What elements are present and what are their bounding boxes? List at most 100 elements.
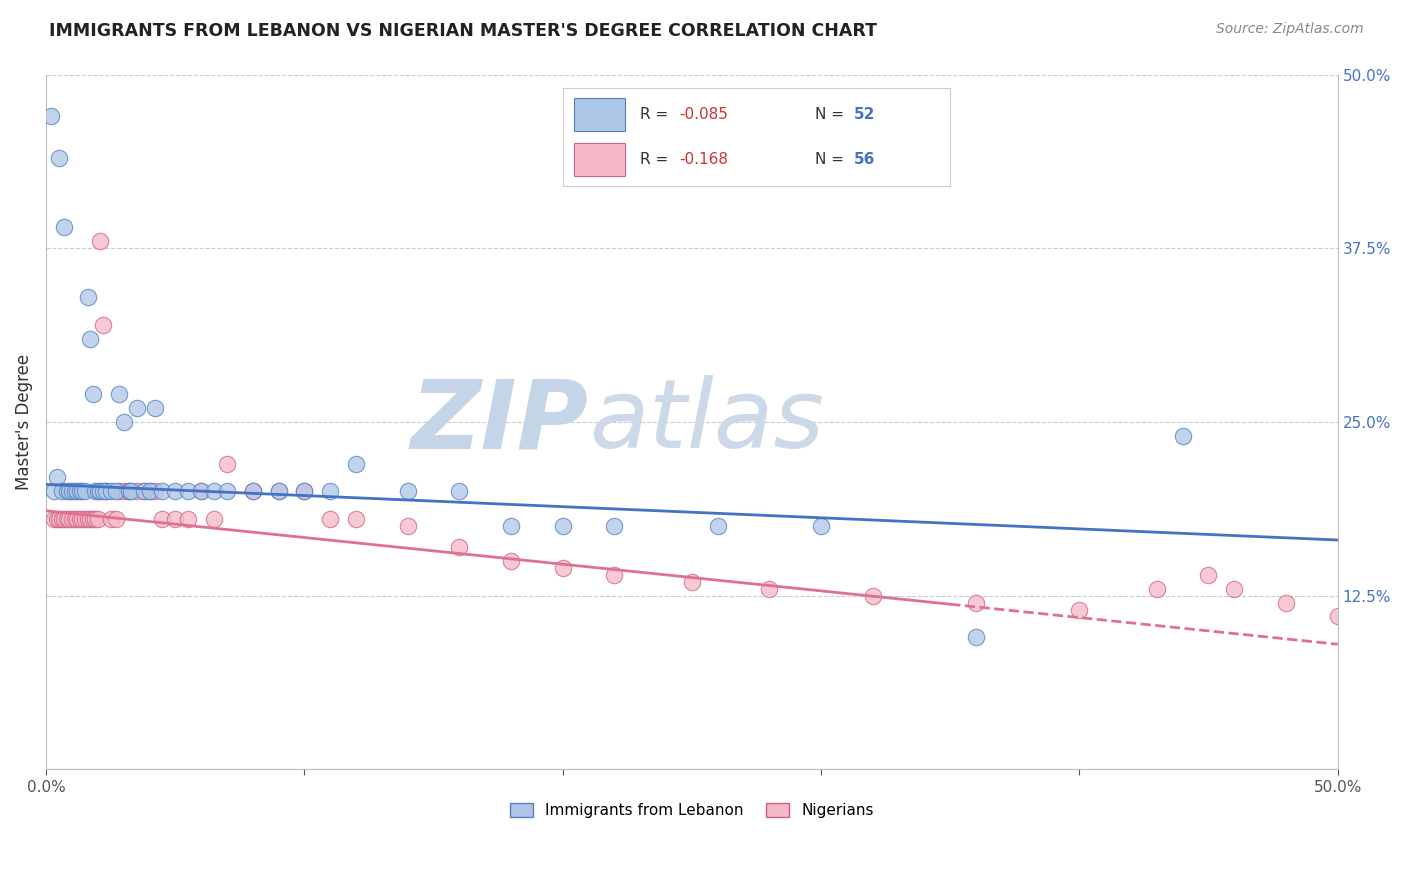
Point [118,484,141,499]
Point [1223,582,1246,596]
Point [190,484,212,499]
Point [45,512,67,526]
Point [87,484,110,499]
Point [143,401,166,415]
Point [449,484,471,499]
Point [152,484,174,499]
Point [177,512,200,526]
Point [79,512,101,526]
Point [143,484,166,499]
Point [449,540,471,554]
Point [190,484,212,499]
Point [104,484,127,499]
Point [94,484,117,499]
Point [66,512,89,526]
Point [112,484,135,499]
Point [42,484,65,499]
Point [60,512,83,526]
Point [60,484,83,499]
Point [73,484,96,499]
Point [396,519,419,533]
Point [84,512,107,526]
Text: IMMIGRANTS FROM LEBANON VS NIGERIAN MASTER'S DEGREE CORRELATION CHART: IMMIGRANTS FROM LEBANON VS NIGERIAN MAST… [49,22,877,40]
Point [82,387,104,401]
Point [344,512,367,526]
Point [125,401,148,415]
Point [42,512,65,526]
Point [72,512,94,526]
Point [100,512,122,526]
Point [202,484,225,499]
Point [63,484,86,499]
Point [501,519,523,533]
Point [72,484,94,499]
Text: Source: ZipAtlas.com: Source: ZipAtlas.com [1216,22,1364,37]
Point [134,484,156,499]
Point [104,512,127,526]
Point [501,554,523,568]
Point [138,484,160,499]
Point [810,519,832,533]
Point [319,512,342,526]
Point [965,630,987,644]
Point [1326,609,1348,624]
Point [965,596,987,610]
Point [134,484,156,499]
Point [58,484,80,499]
Point [45,470,67,484]
Point [51,512,73,526]
Point [125,484,148,499]
Point [152,512,174,526]
Point [91,484,114,499]
Point [1069,602,1091,616]
Point [118,484,141,499]
Point [53,512,76,526]
Point [53,220,76,235]
Point [76,290,98,304]
Legend: Immigrants from Lebanon, Nigerians: Immigrants from Lebanon, Nigerians [503,797,880,824]
Point [79,332,101,346]
Point [706,519,728,533]
Point [603,567,626,582]
Point [63,512,86,526]
Point [120,484,142,499]
Point [267,484,290,499]
Point [89,484,111,499]
Text: atlas: atlas [589,376,824,468]
Point [319,484,342,499]
Y-axis label: Master's Degree: Master's Degree [15,354,32,490]
Point [551,561,574,575]
Point [107,484,129,499]
Point [73,512,96,526]
Point [94,484,117,499]
Point [107,387,129,401]
Point [89,234,111,248]
Point [69,512,91,526]
Point [58,512,80,526]
Point [344,457,367,471]
Point [41,109,63,123]
Point [56,484,79,499]
Text: ZIP: ZIP [411,376,589,468]
Point [215,484,238,499]
Point [100,484,122,499]
Point [242,484,264,499]
Point [294,484,316,499]
Point [1198,567,1220,582]
Point [66,484,89,499]
Point [215,457,238,471]
Point [48,512,70,526]
Point [177,484,200,499]
Point [56,512,79,526]
Point [294,484,316,499]
Point [242,484,264,499]
Point [76,512,98,526]
Point [91,318,114,332]
Point [84,484,107,499]
Point [51,484,73,499]
Point [165,512,187,526]
Point [82,512,104,526]
Point [267,484,290,499]
Point [681,574,703,589]
Point [862,589,884,603]
